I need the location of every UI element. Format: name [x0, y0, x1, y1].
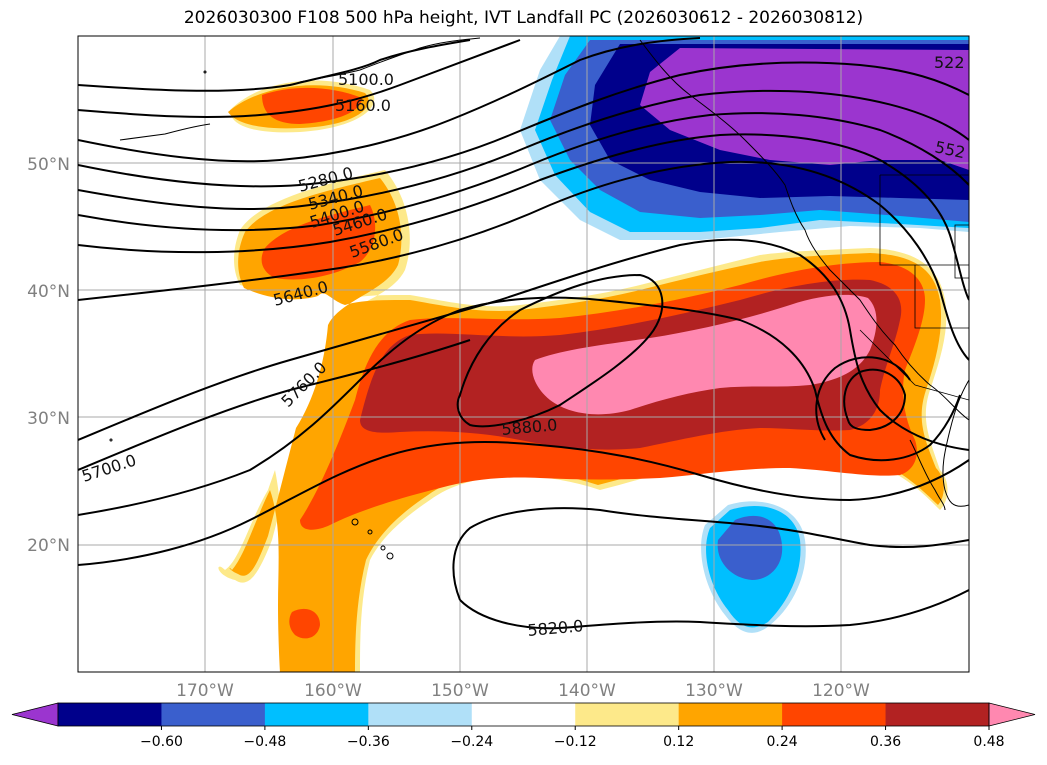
colorbar-segment: [368, 703, 473, 726]
map-frame: [77, 35, 970, 673]
lat-label-20n: 20°N: [27, 536, 70, 556]
colorbar-segment: [885, 703, 990, 726]
colorbar-tick-label: −0.60: [140, 734, 183, 750]
height-contours: [78, 37, 969, 630]
lon-label-150w: 150°W: [431, 681, 489, 701]
colorbar-tick-label: 0.36: [870, 734, 901, 750]
colorbar-tick-label: −0.24: [450, 734, 493, 750]
colorbar-segment: [575, 703, 680, 726]
contour-label-5100: 5100.0: [338, 70, 394, 89]
contour-label-522: 522: [934, 53, 965, 72]
colorbar-tick-label: 0.24: [767, 734, 798, 750]
colorbar-tick-label: −0.12: [554, 734, 597, 750]
colorbar-segment: [161, 703, 266, 726]
latitude-labels: 50°N 40°N 30°N 20°N: [27, 155, 70, 556]
colorbar-extend-low: [11, 702, 59, 727]
longitude-labels: 170°W 160°W 150°W 140°W 130°W 120°W: [176, 681, 870, 701]
contour-label-5160: 5160.0: [335, 96, 391, 115]
colorbar-segment: [58, 703, 162, 726]
colorbar: −0.60 −0.48 −0.36 −0.24 −0.12 0.12 0.24 0.36 0.4…: [11, 702, 1036, 750]
colorbar-segment: [264, 703, 369, 726]
map-plot-area: 5100.0 5160.0 5280.0 5340.0 5400.0 5460.…: [78, 36, 969, 672]
colorbar-segment: [678, 703, 783, 726]
contour-label-5820: 5820.0: [527, 616, 584, 640]
map-title: 2026030300 F108 500 hPa height, IVT Land…: [183, 8, 864, 28]
graticule: [78, 36, 969, 672]
lon-label-170w: 170°W: [176, 681, 234, 701]
colorbar-segment: [471, 703, 576, 726]
positive-ivt-shading: [218, 80, 948, 672]
lat-label-50n: 50°N: [27, 155, 70, 175]
colorbar-tick-label: 0.48: [973, 734, 1004, 750]
lat-label-40n: 40°N: [27, 282, 70, 302]
colorbar-tick-label: −0.36: [347, 734, 390, 750]
negative-ivt-blob: [701, 501, 806, 633]
lon-label-140w: 140°W: [558, 681, 616, 701]
lon-label-160w: 160°W: [304, 681, 362, 701]
colorbar-tick-label: 0.12: [663, 734, 694, 750]
lon-label-120w: 120°W: [812, 681, 870, 701]
lat-label-30n: 30°N: [27, 409, 70, 429]
contour-label-5880: 5880.0: [501, 415, 558, 439]
colorbar-extend-high: [988, 702, 1036, 727]
lon-label-130w: 130°W: [685, 681, 743, 701]
colorbar-segment: [782, 703, 887, 726]
colorbar-outline: [57, 702, 990, 727]
colorbar-tick-label: −0.48: [243, 734, 286, 750]
